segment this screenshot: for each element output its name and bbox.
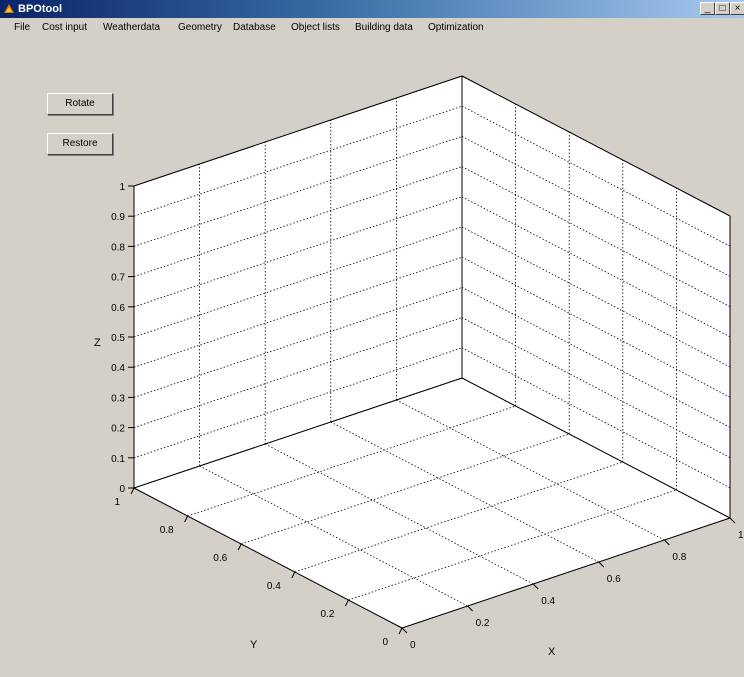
back-wall-gridline-z: [133, 196, 463, 308]
y-tick-mark: [237, 543, 242, 551]
z-tick-label: 0.9: [111, 212, 125, 223]
y-axis-line: [133, 487, 403, 629]
matlab-app-icon: [4, 4, 14, 13]
menu-object-lists[interactable]: Object lists: [291, 22, 340, 33]
x-tick-label: 0: [410, 640, 416, 651]
right-wall-gridline-z: [461, 196, 731, 338]
close-button[interactable]: ×: [730, 2, 744, 15]
floor-gridline-x: [330, 421, 599, 563]
axes-ticks: 0 0.1 0.2 0.3 0.4 0.5 0.6 0.7 0.8 0.9 1 0 0.2 0.4 0.6 0…: [111, 182, 744, 651]
menu-building-data[interactable]: Building data: [355, 22, 413, 33]
floor-back-edge: [133, 377, 463, 489]
x-tick-label: 0.2: [476, 618, 490, 629]
back-wall-gridline-z: [133, 287, 463, 398]
maximize-button[interactable]: □: [715, 2, 730, 15]
back-wall-gridline-z: [133, 105, 463, 217]
x-tick-mark: [532, 583, 539, 590]
minimize-button[interactable]: _: [700, 2, 715, 15]
y-tick-mark: [291, 571, 296, 579]
floor-gridline-y: [348, 489, 677, 601]
menu-cost-input[interactable]: Cost input: [42, 22, 88, 33]
floor-gridline-x: [396, 399, 665, 541]
y-tick-label: 0.6: [213, 553, 227, 564]
y-tick-mark: [184, 515, 189, 523]
back-wall-gridline-z: [133, 256, 463, 368]
z-tick-label: 0.1: [111, 454, 125, 465]
back-wall-gridline-z: [133, 226, 463, 338]
z-axis-label: Z: [94, 337, 101, 349]
back-wall-gridline-z: [133, 317, 463, 428]
z-tick-label: 0.6: [111, 303, 125, 314]
floor-gridline-y: [241, 433, 570, 545]
3d-axes-plot[interactable]: 0 0.1 0.2 0.3 0.4 0.5 0.6 0.7 0.8 0.9 1 0 0.2 0.4 0.6 0…: [0, 38, 744, 677]
y-tick-label: 0: [382, 637, 388, 648]
z-tick-label: 0.3: [111, 393, 125, 404]
y-tick-mark: [130, 487, 135, 495]
menu-geometry[interactable]: Geometry: [178, 22, 222, 33]
z-tick-label: 0: [119, 484, 125, 495]
back-wall-gridline-z: [133, 166, 463, 277]
back-wall-gridline-z: [133, 347, 463, 459]
x-tick-mark: [401, 627, 408, 634]
z-tick-label: 0.7: [111, 273, 125, 284]
x-tick-mark: [467, 605, 473, 612]
right-wall-gridline-z: [461, 166, 731, 307]
floor-gridline-y: [294, 461, 623, 573]
y-tick-label: 0.8: [160, 525, 174, 536]
x-tick-mark: [729, 517, 736, 524]
z-tick-label: 0.8: [111, 242, 125, 253]
right-wall-gridline-z: [461, 105, 731, 247]
x-tick-label: 0.8: [672, 552, 686, 563]
menu-bar: File Cost input Weatherdata Geometry Dat…: [0, 18, 744, 38]
top-right-edge: [461, 75, 731, 217]
right-wall-gridline-z: [461, 287, 731, 428]
axes-box-faces: [134, 76, 730, 628]
y-tick-label: 1: [114, 497, 120, 508]
x-tick-label: 1: [738, 530, 744, 541]
rotate-button[interactable]: Rotate: [47, 93, 113, 115]
x-tick-label: 0.4: [541, 596, 555, 607]
menu-file[interactable]: File: [14, 22, 31, 33]
right-wall-gridline-z: [461, 256, 731, 398]
y-tick-label: 0.2: [320, 609, 334, 620]
floor-gridline-x: [199, 465, 468, 607]
top-back-edge: [133, 75, 463, 187]
right-wall-gridline-z: [461, 226, 731, 368]
z-tick-label: 0.5: [111, 333, 125, 344]
right-wall-gridline-z: [461, 136, 731, 277]
y-tick-mark: [398, 627, 403, 635]
z-tick-label: 1: [119, 182, 125, 193]
floor-gridline-x: [265, 443, 534, 585]
z-tick-label: 0.2: [111, 424, 125, 435]
window-title: BPOtool: [18, 3, 62, 15]
x-axis-label: X: [548, 646, 556, 658]
x-tick-mark: [664, 539, 670, 546]
menu-optimization[interactable]: Optimization: [428, 22, 484, 33]
menu-weatherdata[interactable]: Weatherdata: [103, 22, 161, 33]
menu-database[interactable]: Database: [233, 22, 276, 33]
y-tick-label: 0.4: [267, 581, 281, 592]
y-tick-mark: [344, 599, 349, 607]
axes-grid: [133, 75, 731, 629]
z-tick-label: 0.4: [111, 363, 125, 374]
y-axis-label: Y: [250, 639, 258, 651]
x-tick-label: 0.6: [607, 574, 621, 585]
title-bar[interactable]: BPOtool _ □ ×: [0, 0, 744, 18]
x-axis-line: [401, 517, 731, 629]
floor-right-edge: [461, 377, 731, 519]
x-tick-mark: [598, 561, 605, 568]
floor-gridline-y: [187, 405, 516, 517]
right-wall-gridline-z: [461, 317, 731, 458]
restore-button[interactable]: Restore: [47, 133, 113, 155]
right-wall-gridline-z: [461, 347, 731, 489]
back-wall-gridline-z: [133, 136, 463, 247]
